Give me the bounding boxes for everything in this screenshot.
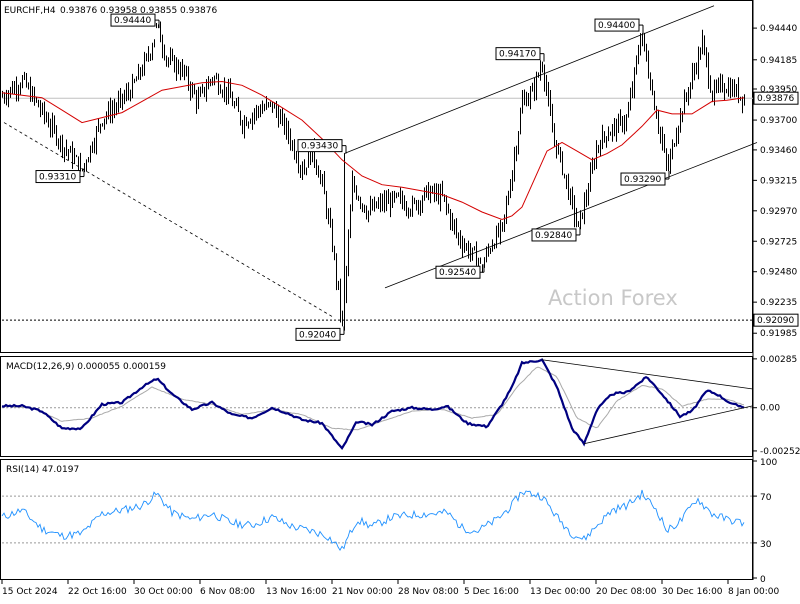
- swing-label-text: 0.93310: [39, 173, 76, 183]
- swing-label-text: 0.92840: [535, 231, 572, 241]
- x-tick-label: 30 Dec 16:00: [662, 587, 723, 597]
- swing-label-text: 0.93430: [301, 142, 338, 152]
- price-tick-label: 0.94440: [760, 24, 797, 34]
- swing-label-text: 0.92540: [439, 268, 476, 278]
- support-level-badge: [753, 313, 799, 327]
- macd-trendline: [541, 359, 753, 390]
- swing-label-box: [620, 172, 666, 186]
- swing-label-text: 0.94440: [114, 16, 151, 26]
- channel-trendline: [343, 5, 715, 154]
- rsi-line: [1, 489, 745, 551]
- price-tick-label: 0.92725: [760, 237, 797, 247]
- x-tick-label: 13 Nov 16:00: [266, 587, 327, 597]
- x-tick-label: 6 Nov 08:00: [200, 587, 255, 597]
- watermark: Action Forex: [548, 286, 678, 310]
- macd-trendline: [583, 405, 753, 445]
- price-panel-title: EURCHF,H4: [4, 6, 56, 16]
- swing-label-box: [531, 228, 577, 242]
- price-tick-label: 0.94185: [760, 56, 797, 66]
- rsi-tick-label: 30: [760, 540, 772, 550]
- price-tick-label: 0.91985: [760, 329, 797, 339]
- current-price-label: 0.93876: [757, 94, 794, 104]
- swing-label-box: [435, 265, 481, 279]
- support-level-label: 0.92090: [757, 316, 794, 326]
- swing-label-box: [295, 327, 341, 341]
- x-tick-label: 13 Dec 00:00: [530, 587, 591, 597]
- x-tick-label: 8 Jan 00:00: [728, 587, 780, 597]
- rsi-tick-label: 100: [760, 458, 777, 468]
- rsi-tick-label: 0: [760, 575, 766, 585]
- price-tick-label: 0.92970: [760, 207, 797, 217]
- x-tick-label: 30 Oct 00:00: [134, 587, 193, 597]
- moving-average-line: [1, 80, 745, 221]
- macd-tick-label: 0.00285: [760, 355, 797, 365]
- rsi-panel-frame: [0, 459, 753, 580]
- swing-label-box: [110, 13, 156, 27]
- macd-line: [1, 358, 745, 451]
- ohlc-high: 0.93958: [100, 6, 137, 16]
- ohlc-low: 0.93855: [140, 6, 177, 16]
- x-tick-label: 5 Dec 16:00: [464, 587, 519, 597]
- swing-label-text: 0.92040: [299, 330, 336, 340]
- ohlc-close: 0.93876: [180, 6, 217, 16]
- swing-label-text: 0.93290: [624, 175, 661, 185]
- rsi-tick-label: 70: [760, 493, 772, 503]
- ohlc-open: 0.93876: [60, 6, 97, 16]
- swing-label-box: [35, 170, 81, 184]
- price-tick-label: 0.93950: [760, 85, 797, 95]
- macd-tick-label: 0.00: [760, 404, 780, 414]
- swing-label-box: [594, 18, 640, 32]
- price-tick-label: 0.93700: [760, 116, 797, 126]
- x-tick-label: 28 Nov 08:00: [398, 587, 459, 597]
- price-tick-label: 0.92480: [760, 268, 797, 278]
- price-tick-label: 0.93460: [760, 146, 797, 156]
- channel-trendline: [384, 142, 758, 289]
- price-tick-label: 0.92235: [760, 298, 797, 308]
- x-tick-label: 22 Oct 16:00: [68, 587, 127, 597]
- rsi-panel-title: RSI(14) 47.0197: [6, 465, 79, 475]
- macd-panel-frame: [0, 356, 753, 457]
- swing-label-text: 0.94170: [499, 50, 536, 60]
- macd-panel-title: MACD(12,26,9) 0.000055 0.000159: [6, 362, 166, 372]
- x-tick-label: 15 Oct 2024: [2, 587, 58, 597]
- swing-label-box: [495, 47, 541, 61]
- x-tick-label: 20 Dec 08:00: [596, 587, 657, 597]
- x-tick-label: 21 Nov 00:00: [332, 587, 393, 597]
- swing-label-text: 0.94400: [598, 21, 635, 31]
- current-price-badge: [753, 91, 799, 105]
- swing-label-box: [297, 139, 343, 153]
- price-tick-label: 0.93215: [760, 176, 797, 186]
